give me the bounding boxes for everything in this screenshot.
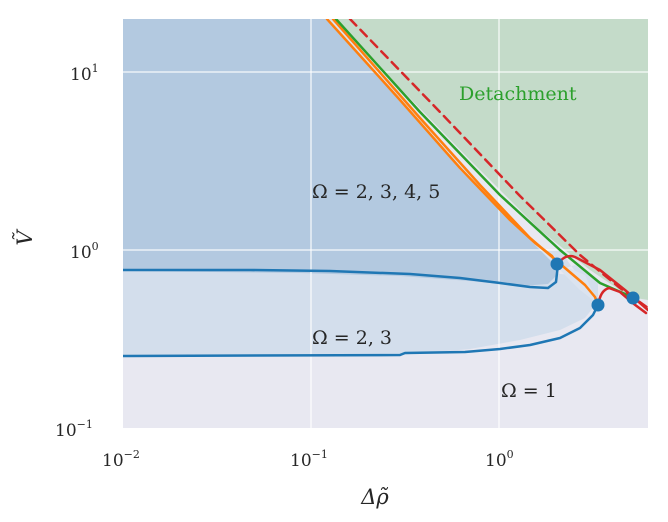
y-axis-ticks: 101 100 10−1 [55,62,99,441]
curve-orange-lower [331,19,600,307]
omega-1-label: Ω = 1 [501,380,557,402]
y-axis-label: Ṽ [13,229,37,246]
region-detachment [332,19,648,300]
y-tick-10-m1: 10−1 [55,418,93,441]
x-axis-label: Δρ̃ [360,485,389,509]
curve-red-dashed [348,19,648,310]
omega-2345-label: Ω = 2, 3, 4, 5 [312,181,440,203]
region-omega-2345 [123,19,557,286]
omega-23-label: Ω = 2, 3 [312,327,392,349]
detachment-label: Detachment [459,83,577,105]
curve-omega-2345-boundary [123,262,560,290]
x-tick-10-m2: 10−2 [102,448,140,471]
x-axis-ticks: 10−2 10−1 100 [102,448,514,471]
y-tick-10-0: 100 [70,240,99,263]
critical-point-3 [626,291,640,305]
x-tick-10-0: 100 [485,448,514,471]
critical-point-2 [591,298,605,312]
y-tick-10-1: 101 [70,62,99,85]
x-tick-10-m1: 10−1 [290,448,328,471]
plot-area: Detachment Ω = 2, 3, 4, 5 Ω = 2, 3 Ω = 1 [123,19,648,428]
curve-green [334,19,634,299]
critical-point-1 [550,257,564,271]
curve-omega-23-boundary [123,303,600,358]
region-omega-23 [123,260,598,356]
